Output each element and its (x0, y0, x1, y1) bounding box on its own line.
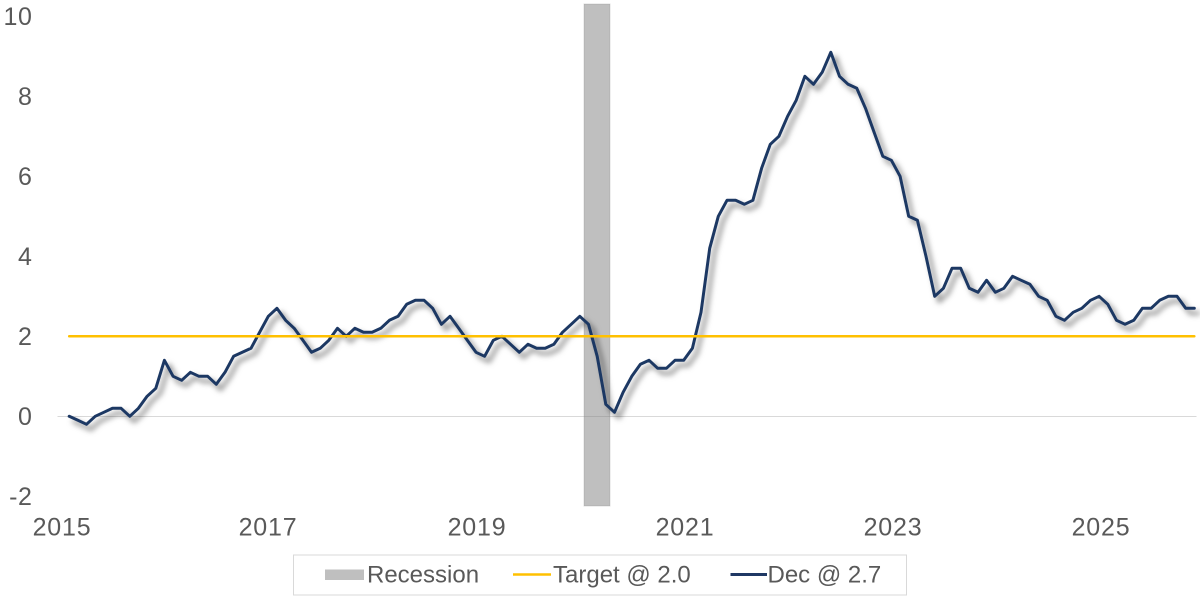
svg-text:2: 2 (18, 323, 33, 351)
svg-text:2019: 2019 (448, 514, 507, 542)
svg-text:2021: 2021 (656, 514, 715, 542)
svg-text:2015: 2015 (33, 514, 92, 542)
svg-text:Dec @ 2.7: Dec @ 2.7 (768, 562, 882, 589)
svg-text:Target @ 2.0: Target @ 2.0 (553, 562, 691, 589)
svg-text:-2: -2 (9, 483, 32, 511)
svg-text:2025: 2025 (1072, 514, 1131, 542)
svg-text:2017: 2017 (239, 514, 298, 542)
svg-text:2023: 2023 (864, 514, 923, 542)
svg-text:4: 4 (18, 243, 33, 271)
svg-text:Recession: Recession (367, 562, 479, 589)
svg-text:10: 10 (3, 3, 32, 31)
svg-text:8: 8 (18, 83, 33, 111)
svg-text:0: 0 (18, 403, 33, 431)
svg-text:6: 6 (18, 163, 33, 191)
